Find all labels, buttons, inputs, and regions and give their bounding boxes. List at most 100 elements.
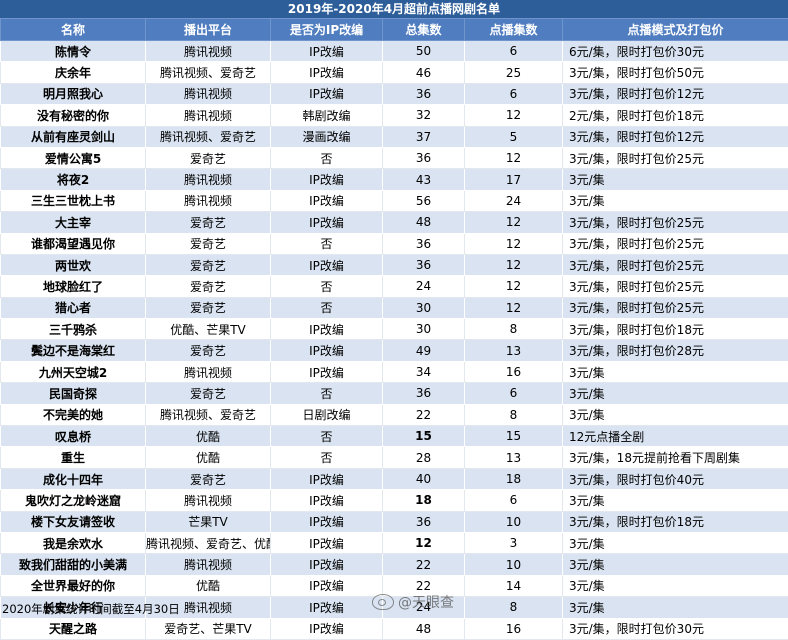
cell-mode: 3元/集，限时打包价40元: [563, 468, 788, 489]
cell-platform: 腾讯视频: [146, 41, 271, 62]
cell-vod: 12: [465, 276, 563, 297]
cell-vod: 6: [465, 490, 563, 511]
cell-total: 40: [383, 468, 465, 489]
cell-ip: IP改编: [271, 490, 383, 511]
cell-ip: 否: [271, 147, 383, 168]
cell-ip: 否: [271, 426, 383, 447]
cell-platform: 优酷: [146, 447, 271, 468]
cell-total: 49: [383, 340, 465, 361]
cell-vod: 10: [465, 511, 563, 532]
cell-platform: 腾讯视频: [146, 490, 271, 511]
cell-platform: 腾讯视频、爱奇艺、优酷: [146, 532, 271, 553]
cell-mode: 3元/集: [563, 190, 788, 211]
cell-mode: 3元/集，限时打包价25元: [563, 212, 788, 233]
cell-total: 36: [383, 254, 465, 275]
cell-platform: 爱奇艺: [146, 340, 271, 361]
cell-mode: 3元/集: [563, 575, 788, 596]
cell-mode: 3元/集，限时打包价12元: [563, 126, 788, 147]
cell-platform: 优酷、芒果TV: [146, 319, 271, 340]
header-vod: 点播集数: [465, 19, 563, 41]
header-platform: 播出平台: [146, 19, 271, 41]
cell-total: 30: [383, 319, 465, 340]
cell-total: 22: [383, 554, 465, 575]
cell-ip: 否: [271, 233, 383, 254]
cell-name: 九州天空城2: [1, 361, 146, 382]
cell-total: 24: [383, 276, 465, 297]
cell-mode: 3元/集，限时打包价25元: [563, 254, 788, 275]
cell-name: 陈情令: [1, 41, 146, 62]
cell-vod: 15: [465, 426, 563, 447]
cell-mode: 3元/集: [563, 554, 788, 575]
cell-mode: 3元/集，限时打包价25元: [563, 233, 788, 254]
cell-total: 50: [383, 41, 465, 62]
cell-name: 致我们甜甜的小美满: [1, 554, 146, 575]
cell-vod: 3: [465, 532, 563, 553]
cell-total: 36: [383, 147, 465, 168]
cell-total: 15: [383, 426, 465, 447]
cell-vod: 6: [465, 41, 563, 62]
cell-ip: 漫画改编: [271, 126, 383, 147]
cell-name: 两世欢: [1, 254, 146, 275]
cell-vod: 17: [465, 169, 563, 190]
cell-total: 48: [383, 212, 465, 233]
cell-ip: IP改编: [271, 618, 383, 639]
header-name: 名称: [1, 19, 146, 41]
drama-table: 名称 播出平台 是否为IP改编 总集数 点播集数 点播模式及打包价 陈情令腾讯视…: [0, 18, 788, 640]
cell-name: 庆余年: [1, 62, 146, 83]
cell-vod: 13: [465, 340, 563, 361]
cell-mode: 3元/集: [563, 597, 788, 618]
cell-mode: 3元/集，18元提前抢看下周剧集: [563, 447, 788, 468]
cell-ip: 韩剧改编: [271, 105, 383, 126]
cell-vod: 12: [465, 297, 563, 318]
cell-vod: 25: [465, 62, 563, 83]
cell-vod: 6: [465, 383, 563, 404]
cell-vod: 14: [465, 575, 563, 596]
cell-name: 地球脸红了: [1, 276, 146, 297]
cell-total: 36: [383, 83, 465, 104]
cell-total: 43: [383, 169, 465, 190]
cell-mode: 3元/集，限时打包价25元: [563, 147, 788, 168]
cell-mode: 6元/集，限时打包价30元: [563, 41, 788, 62]
cell-vod: 8: [465, 597, 563, 618]
cell-name: 鬼吹灯之龙岭迷窟: [1, 490, 146, 511]
cell-name: 我是余欢水: [1, 532, 146, 553]
cell-vod: 24: [465, 190, 563, 211]
cell-platform: 腾讯视频、爱奇艺: [146, 126, 271, 147]
cell-platform: 爱奇艺: [146, 212, 271, 233]
cell-mode: 3元/集: [563, 383, 788, 404]
cell-ip: IP改编: [271, 190, 383, 211]
cell-ip: IP改编: [271, 169, 383, 190]
cell-ip: IP改编: [271, 468, 383, 489]
cell-name: 叹息桥: [1, 426, 146, 447]
cell-total: 48: [383, 618, 465, 639]
watermark-text: @天眼查: [398, 592, 454, 612]
cell-total: 22: [383, 404, 465, 425]
cell-total: 32: [383, 105, 465, 126]
cell-ip: IP改编: [271, 511, 383, 532]
table-title: 2019年-2020年4月超前点播网剧名单: [0, 0, 788, 18]
cell-ip: 否: [271, 447, 383, 468]
cell-platform: 爱奇艺: [146, 276, 271, 297]
cell-vod: 8: [465, 404, 563, 425]
cell-name: 全世界最好的你: [1, 575, 146, 596]
cell-ip: IP改编: [271, 597, 383, 618]
cell-platform: 腾讯视频: [146, 83, 271, 104]
cell-mode: 12元点播全剧: [563, 426, 788, 447]
weibo-icon: [372, 594, 394, 610]
cell-mode: 3元/集: [563, 490, 788, 511]
cell-ip: IP改编: [271, 83, 383, 104]
cell-platform: 腾讯视频、爱奇艺: [146, 404, 271, 425]
